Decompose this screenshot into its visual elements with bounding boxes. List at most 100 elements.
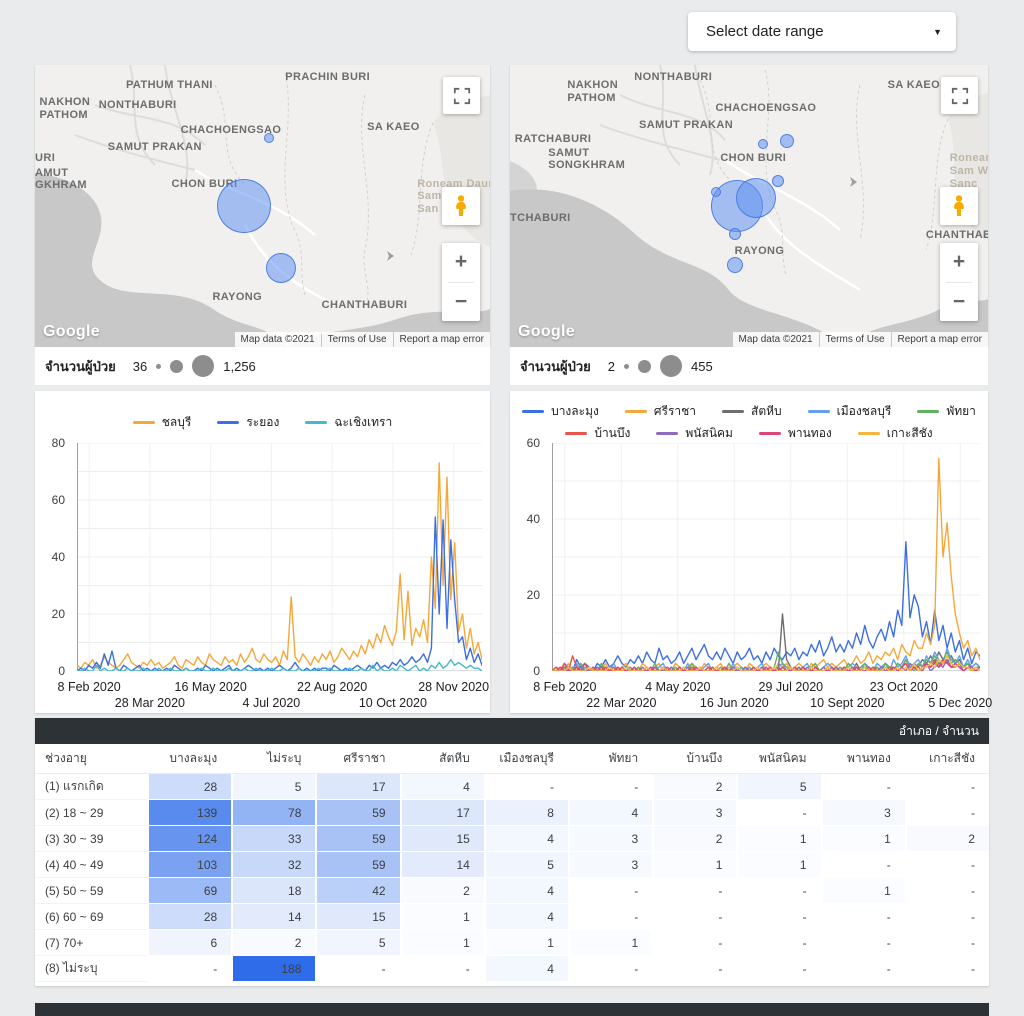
- case-bubble[interactable]: [217, 179, 272, 233]
- chart-legend: ชลบุรี ระยอง ฉะเชิงเทรา: [35, 401, 490, 443]
- case-bubble[interactable]: [265, 253, 296, 284]
- terms-link[interactable]: Terms of Use: [321, 332, 393, 347]
- legend-item[interactable]: พัทยา: [917, 402, 976, 421]
- map-left[interactable]: PATHUM THANI PRACHIN BURI NAKHON PATHOM NONT…: [35, 65, 490, 347]
- table-row: (7) 70+ 6 2 5 1 1 1- - - -: [35, 930, 989, 956]
- x-axis-labels: 8 Feb 2020 28 Mar 2020 16 May 2020 4 Jul 20…: [58, 676, 490, 714]
- x-tick-label: 16 Jun 2020: [699, 696, 769, 710]
- column-header-district[interactable]: เกาะสีชัง: [904, 744, 989, 774]
- column-header-district[interactable]: พัทยา: [567, 744, 653, 774]
- report-error-link[interactable]: Report a map error: [393, 332, 490, 347]
- legend-item[interactable]: สัตหีบ: [722, 402, 782, 421]
- case-bubble[interactable]: [726, 257, 743, 274]
- column-header-district[interactable]: บ้านบึง: [652, 744, 737, 774]
- zoom-in-button[interactable]: +: [952, 250, 966, 274]
- column-header-district[interactable]: พนัสนิคม: [736, 744, 821, 774]
- legend-label: เมืองชลบุรี: [836, 403, 892, 418]
- legend-item[interactable]: พนัสนิคม: [656, 424, 733, 443]
- y-tick-label: 80: [51, 436, 65, 450]
- table-row: (2) 18 ~ 29 139 78 59 17 8 4 3-3-: [35, 800, 989, 826]
- column-header-age-range[interactable]: ช่วงอายุ: [35, 744, 147, 774]
- date-range-select[interactable]: Select date range ▼: [688, 12, 956, 51]
- legend-label: พานทอง: [787, 425, 832, 440]
- table-cell: 103: [147, 852, 232, 878]
- fullscreen-icon: [951, 87, 968, 104]
- pegman-icon[interactable]: [940, 187, 978, 225]
- table-cell: 59: [315, 852, 400, 878]
- google-logo[interactable]: Google: [43, 323, 100, 340]
- legend-item[interactable]: พานทอง: [758, 424, 832, 443]
- legend-swatch-icon: [132, 420, 155, 424]
- legend-item[interactable]: ศรีราชา: [624, 402, 696, 421]
- table-cell: 14: [231, 904, 316, 930]
- legend-item[interactable]: บ้านบึง: [565, 424, 630, 443]
- table-row: (4) 40 ~ 49 103 32 59 14 5 3 1 1- -: [35, 852, 989, 878]
- bubble-medium-icon: [170, 359, 184, 373]
- table-cell: -: [652, 904, 737, 930]
- map-right[interactable]: NAKHON PATHOM NONTHABURI SA KAEO CHACHOENGSA…: [510, 65, 988, 347]
- age-district-table: อำเภอ / จำนวน ช่วงอายุ บางละมุง ไม่ระบุ ศรี…: [35, 718, 989, 986]
- case-bubble[interactable]: [728, 228, 741, 241]
- legend-item[interactable]: ระยอง: [217, 413, 279, 432]
- pegman-icon[interactable]: [442, 187, 480, 225]
- fullscreen-button[interactable]: [941, 77, 978, 114]
- column-header-district[interactable]: พานทอง: [820, 744, 905, 774]
- x-tick-label: 28 Nov 2020: [418, 680, 490, 694]
- chart-plot-area: [551, 442, 981, 672]
- column-header-district[interactable]: สัตหีบ: [399, 744, 484, 774]
- legend-item[interactable]: เกาะสีชัง: [857, 424, 933, 443]
- bubble-legend-min: 2: [607, 358, 616, 374]
- case-bubble[interactable]: [264, 133, 275, 144]
- x-tick-label: 4 Jul 2020: [242, 696, 301, 710]
- case-bubble[interactable]: [771, 174, 784, 187]
- table-cell: 28: [147, 904, 232, 930]
- table-cell: 4: [483, 904, 568, 930]
- table-cell: 3: [567, 852, 653, 878]
- legend-swatch-icon: [722, 409, 745, 413]
- column-header-district[interactable]: ไม่ระบุ: [231, 744, 316, 774]
- legend-item[interactable]: ชลบุรี: [132, 413, 191, 432]
- report-error-link[interactable]: Report a map error: [891, 332, 988, 347]
- case-bubble[interactable]: [710, 186, 721, 197]
- row-label: (4) 40 ~ 49: [35, 852, 147, 878]
- legend-swatch-icon: [624, 409, 647, 413]
- column-header-district[interactable]: ศรีราชา: [315, 744, 400, 774]
- chart-legend: บางละมุง ศรีราชา สัตหีบ เมืองชลบุรี พัทยาบ้า…: [510, 401, 988, 443]
- table-cell: 188: [231, 956, 316, 982]
- table-cell: -: [904, 904, 989, 930]
- table-row: (5) 50 ~ 59 69 18 42 2 4- - -1-: [35, 878, 989, 904]
- bubble-legend-title: จำนวนผู้ป่วย: [45, 358, 116, 374]
- legend-item[interactable]: เมืองชลบุรี: [807, 402, 892, 421]
- zoom-out-button[interactable]: −: [952, 289, 966, 313]
- map-overlay: PATHUM THANI PRACHIN BURI NAKHON PATHOM NONT…: [35, 65, 490, 347]
- zoom-in-button[interactable]: +: [454, 250, 468, 274]
- fullscreen-button[interactable]: [443, 77, 480, 114]
- legend-item[interactable]: ฉะเชิงเทรา: [305, 413, 392, 432]
- table-header-row: ช่วงอายุ บางละมุง ไม่ระบุ ศรีราชา สัตหีบ เมือ…: [35, 744, 989, 774]
- y-tick-label: 40: [51, 550, 65, 564]
- row-label: (2) 18 ~ 29: [35, 800, 147, 826]
- bubble-legend-title: จำนวนผู้ป่วย: [520, 358, 591, 374]
- table-cell: 1: [736, 826, 821, 852]
- case-bubble[interactable]: [736, 177, 777, 218]
- y-tick-label: 60: [526, 436, 540, 450]
- table-cell: 5: [736, 774, 821, 800]
- table-cell: 15: [315, 904, 400, 930]
- map-place-label: NAKHON PATHOM: [567, 79, 619, 104]
- google-logo[interactable]: Google: [518, 323, 575, 340]
- zoom-out-button[interactable]: −: [454, 289, 468, 313]
- table-cell: 124: [147, 826, 232, 852]
- map-place-label: CHON BURI: [720, 152, 787, 165]
- map-place-label: CHACHOENGSAO: [180, 124, 282, 137]
- table-cell: 5: [231, 774, 316, 800]
- legend-swatch-icon: [758, 431, 781, 435]
- case-bubble[interactable]: [758, 138, 769, 149]
- row-label: (1) แรกเกิด: [35, 774, 147, 800]
- table-cell: -: [736, 878, 821, 904]
- column-header-district[interactable]: บางละมุง: [147, 744, 232, 774]
- case-bubble[interactable]: [780, 134, 795, 149]
- table-row: (1) แรกเกิด 28 5 17 4- -2 5- -: [35, 774, 989, 800]
- column-header-district[interactable]: เมืองชลบุรี: [483, 744, 568, 774]
- terms-link[interactable]: Terms of Use: [819, 332, 891, 347]
- legend-item[interactable]: บางละมุง: [522, 402, 599, 421]
